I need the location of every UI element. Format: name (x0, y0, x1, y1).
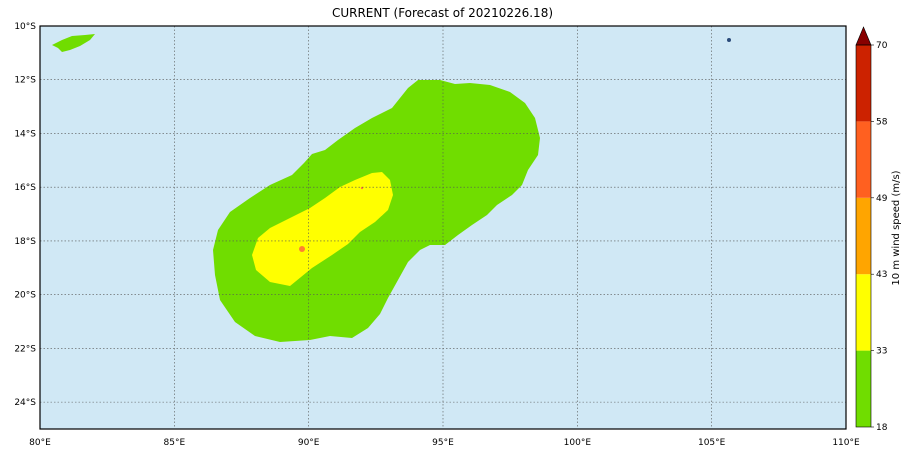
colorbar-tick-label: 70 (876, 41, 888, 51)
lon-tick-label: 105°E (698, 438, 726, 448)
wind-contours (52, 34, 731, 342)
lat-tick-label: 12°S (14, 76, 36, 86)
colorbar-segment (856, 45, 871, 122)
longitude-labels: 80°E 85°E 90°E 95°E 100°E 105°E 110°E (29, 438, 860, 448)
lat-tick-label: 20°S (14, 291, 36, 301)
colorbar-segment (856, 197, 871, 275)
colorbar-tick-label: 43 (876, 270, 887, 280)
chart-title: CURRENT (Forecast of 20210226.18) (331, 6, 554, 20)
colorbar: 18 33 43 49 58 70 (855, 26, 888, 433)
colorbar-tick-label: 33 (876, 347, 887, 357)
island-speck (727, 38, 731, 42)
lat-tick-label: 16°S (14, 183, 36, 193)
latitude-labels: 10°S 12°S 14°S 16°S 18°S 20°S 22°S 24°S (14, 22, 36, 408)
colorbar-frame (855, 44, 872, 428)
lon-tick-label: 110°E (832, 438, 860, 448)
lat-tick-label: 14°S (14, 129, 36, 139)
map-grid (40, 26, 846, 429)
lon-tick-label: 85°E (164, 438, 186, 448)
colorbar-tick-label: 18 (876, 423, 888, 433)
colorbar-extend-arrow (855, 26, 872, 46)
contour-orange-speck (299, 246, 305, 252)
island-green (52, 34, 95, 52)
contour-yellow (252, 172, 393, 286)
lat-tick-label: 22°S (14, 344, 36, 354)
colorbar-segment (856, 274, 871, 351)
colorbar-tick-label: 58 (876, 117, 888, 127)
lat-tick-label: 10°S (14, 22, 36, 32)
lon-tick-label: 90°E (298, 438, 320, 448)
colorbar-segment (856, 350, 871, 427)
lat-tick-label: 18°S (14, 237, 36, 247)
colorbar-tick-label: 49 (876, 194, 888, 204)
lat-tick-label: 24°S (14, 398, 36, 408)
colorbar-segment (856, 121, 871, 198)
map-frame (39, 25, 847, 430)
lon-tick-label: 100°E (564, 438, 592, 448)
lon-tick-label: 95°E (432, 438, 454, 448)
lon-tick-label: 80°E (29, 438, 51, 448)
colorbar-label: 10 m wind speed (m/s) (891, 170, 902, 285)
